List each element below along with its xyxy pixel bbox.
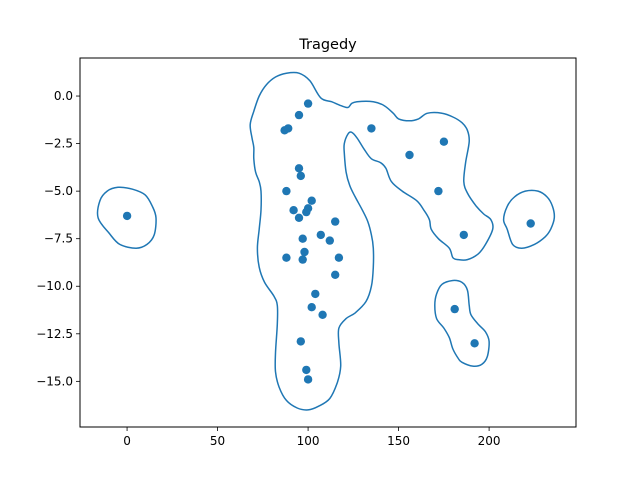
data-point-14 xyxy=(302,207,311,217)
data-point-10 xyxy=(282,186,291,196)
data-point-27 xyxy=(331,270,340,279)
data-point-20 xyxy=(459,230,468,240)
contour-main xyxy=(249,71,494,411)
data-point-0 xyxy=(122,211,132,221)
points-layer xyxy=(122,99,535,384)
data-point-11 xyxy=(434,186,443,196)
data-point-28 xyxy=(311,289,320,299)
x-tick-label: 150 xyxy=(387,434,410,448)
data-point-15 xyxy=(289,206,298,215)
contour-left xyxy=(96,186,157,249)
data-point-22 xyxy=(325,236,334,245)
data-point-2 xyxy=(294,110,304,120)
data-point-9 xyxy=(296,171,305,181)
data-point-34 xyxy=(302,365,311,375)
data-point-12 xyxy=(307,196,316,205)
y-tick-label: −2.5 xyxy=(44,137,73,151)
x-tick-label: 50 xyxy=(210,434,225,448)
data-point-30 xyxy=(318,310,327,319)
data-point-21 xyxy=(298,234,307,243)
data-point-25 xyxy=(298,255,307,264)
plot-area-frame xyxy=(79,57,577,428)
data-point-23 xyxy=(300,247,309,257)
x-tick-label: 100 xyxy=(297,434,320,448)
data-point-35 xyxy=(303,375,313,384)
data-point-31 xyxy=(450,304,459,314)
data-point-6 xyxy=(439,137,449,146)
y-tick-label: −10.0 xyxy=(36,279,73,293)
y-tick-label: −12.5 xyxy=(36,327,73,341)
data-point-33 xyxy=(470,339,479,348)
contour-layer xyxy=(96,71,556,411)
data-point-17 xyxy=(331,217,340,226)
data-point-32 xyxy=(296,337,305,346)
y-tick-label: 0.0 xyxy=(54,89,73,103)
data-point-8 xyxy=(294,164,304,173)
data-point-18 xyxy=(526,219,535,228)
data-point-26 xyxy=(334,253,344,262)
data-point-7 xyxy=(405,150,414,160)
data-point-5 xyxy=(367,124,376,133)
x-axis-ticks: 0 50 100 150 200 xyxy=(123,427,501,448)
x-tick-label: 200 xyxy=(478,434,501,448)
contour-right xyxy=(502,189,556,249)
y-tick-label: −5.0 xyxy=(44,184,73,198)
data-point-19 xyxy=(316,230,325,240)
data-point-1 xyxy=(303,99,313,108)
x-tick-label: 0 xyxy=(123,434,131,448)
data-point-16 xyxy=(294,213,304,222)
contour-bottom-right xyxy=(434,279,490,367)
y-tick-label: −15.0 xyxy=(36,374,73,388)
chart-title: Tragedy xyxy=(298,37,357,53)
data-point-4 xyxy=(284,124,293,133)
y-tick-label: −7.5 xyxy=(44,232,73,246)
data-point-29 xyxy=(307,303,316,312)
y-axis-ticks: 0.0 −2.5 −5.0 −7.5 −10.0 −12.5 −15.0 xyxy=(36,89,80,388)
data-point-24 xyxy=(282,253,291,262)
